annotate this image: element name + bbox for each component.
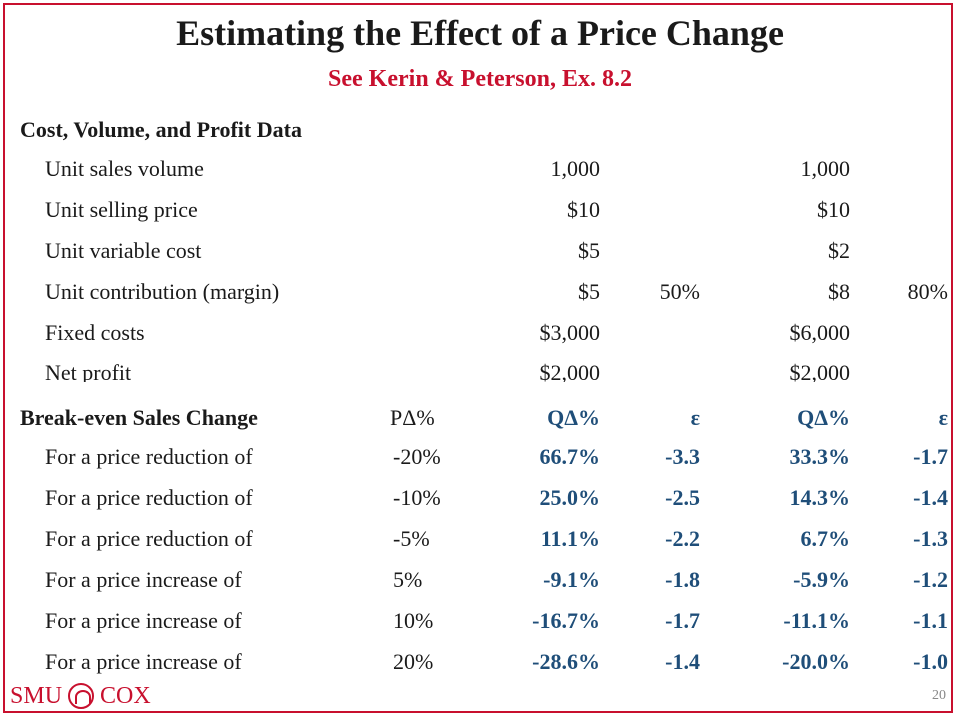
smu-seal-icon — [68, 683, 95, 709]
smu-cox-logo: SMU COX — [10, 680, 151, 712]
row-label: For a price increase of — [45, 608, 242, 633]
value-scenario2: $10 — [817, 197, 850, 222]
table-row: Unit sales volume 1,000 1,000 — [0, 156, 960, 186]
quantity-change-2: 33.3% — [789, 444, 851, 469]
row-label: For a price reduction of — [45, 485, 253, 510]
value-scenario2: $8 — [828, 279, 850, 304]
value-scenario2: $6,000 — [789, 320, 851, 345]
table-row: For a price reduction of -10% 25.0% -2.5… — [0, 485, 960, 515]
row-label: For a price increase of — [45, 567, 242, 592]
row-label: Unit selling price — [45, 197, 198, 222]
table-row: Fixed costs $3,000 $6,000 — [0, 320, 960, 350]
price-change: -20% — [393, 444, 441, 469]
row-label: Unit variable cost — [45, 238, 202, 263]
value-scenario2: 1,000 — [800, 156, 851, 181]
slide-number: 20 — [932, 688, 946, 703]
logo-text-cox: COX — [100, 682, 151, 709]
quantity-change-2: 14.3% — [789, 485, 851, 510]
quantity-change-1: -9.1% — [543, 567, 600, 592]
row-label: For a price increase of — [45, 649, 242, 674]
value-scenario1: $5 — [578, 238, 600, 263]
slide-subtitle: See Kerin & Peterson, Ex. 8.2 — [328, 66, 632, 92]
quantity-change-1: -16.7% — [532, 608, 600, 633]
value-scenario1: $3,000 — [539, 320, 601, 345]
quantity-change-2: -20.0% — [782, 649, 850, 674]
price-change: 20% — [393, 649, 434, 674]
pct-scenario1: 50% — [659, 279, 700, 304]
quantity-change-1: 66.7% — [539, 444, 601, 469]
row-label: Fixed costs — [45, 320, 145, 345]
slide-title: Estimating the Effect of a Price Change — [176, 13, 784, 53]
section-header-break-even: Break-even Sales Change PΔ% QΔ% ε QΔ% ε — [0, 405, 960, 435]
section2-title: Break-even Sales Change — [20, 405, 258, 430]
table-row: Unit variable cost $5 $2 — [0, 238, 960, 268]
col-header-elasticity-2: ε — [938, 405, 948, 430]
table-row-clipped: Net profit $2,000 $2,000 — [0, 360, 960, 382]
value-scenario1: $10 — [567, 197, 600, 222]
col-header-quantity-change-2: QΔ% — [797, 405, 850, 430]
pct-scenario2: 80% — [907, 279, 948, 304]
col-header-elasticity-1: ε — [690, 405, 700, 430]
elasticity-1: -1.4 — [665, 649, 700, 674]
value-scenario2: $2,000 — [789, 360, 851, 382]
row-label: Unit contribution (margin) — [45, 279, 280, 304]
price-change: 5% — [393, 567, 423, 592]
table-row: For a price increase of 10% -16.7% -1.7 … — [0, 608, 960, 638]
slide-border — [3, 3, 953, 713]
elasticity-1: -1.7 — [665, 608, 700, 633]
row-label: Unit sales volume — [45, 156, 204, 181]
table-row: Net profit $2,000 $2,000 — [0, 360, 960, 382]
price-change: -5% — [393, 526, 430, 551]
quantity-change-2: 6.7% — [800, 526, 851, 551]
table-row: Unit contribution (margin) $5 50% $8 80% — [0, 279, 960, 309]
row-label: For a price reduction of — [45, 526, 253, 551]
elasticity-1: -3.3 — [665, 444, 700, 469]
elasticity-2: -1.0 — [913, 649, 948, 674]
price-change: 10% — [393, 608, 434, 633]
quantity-change-2: -5.9% — [793, 567, 850, 592]
row-label: For a price reduction of — [45, 444, 253, 469]
elasticity-2: -1.1 — [913, 608, 948, 633]
value-scenario1: $5 — [578, 279, 600, 304]
table-row: For a price increase of 5% -9.1% -1.8 -5… — [0, 567, 960, 597]
logo-text-smu: SMU — [10, 682, 63, 709]
quantity-change-1: 11.1% — [540, 526, 600, 551]
elasticity-1: -2.2 — [665, 526, 700, 551]
table-row: For a price increase of 20% -28.6% -1.4 … — [0, 649, 960, 679]
table-row: For a price reduction of -5% 11.1% -2.2 … — [0, 526, 960, 556]
elasticity-1: -2.5 — [665, 485, 700, 510]
col-header-price-change: PΔ% — [390, 405, 435, 430]
elasticity-2: -1.7 — [913, 444, 948, 469]
value-scenario1: 1,000 — [550, 156, 601, 181]
elasticity-1: -1.8 — [665, 567, 700, 592]
elasticity-2: -1.3 — [913, 526, 948, 551]
table-row: For a price reduction of -20% 66.7% -3.3… — [0, 444, 960, 474]
quantity-change-1: -28.6% — [532, 649, 600, 674]
value-scenario2: $2 — [828, 238, 850, 263]
elasticity-2: -1.2 — [913, 567, 948, 592]
price-change: -10% — [393, 485, 441, 510]
col-header-quantity-change-1: QΔ% — [547, 405, 600, 430]
quantity-change-1: 25.0% — [539, 485, 601, 510]
table-row: Unit selling price $10 $10 — [0, 197, 960, 227]
quantity-change-2: -11.1% — [783, 608, 850, 633]
value-scenario1: $2,000 — [539, 360, 601, 382]
section-header-cost-volume-profit: Cost, Volume, and Profit Data — [0, 117, 960, 147]
row-label: Net profit — [45, 360, 132, 382]
section1-title: Cost, Volume, and Profit Data — [20, 117, 302, 142]
elasticity-2: -1.4 — [913, 485, 948, 510]
